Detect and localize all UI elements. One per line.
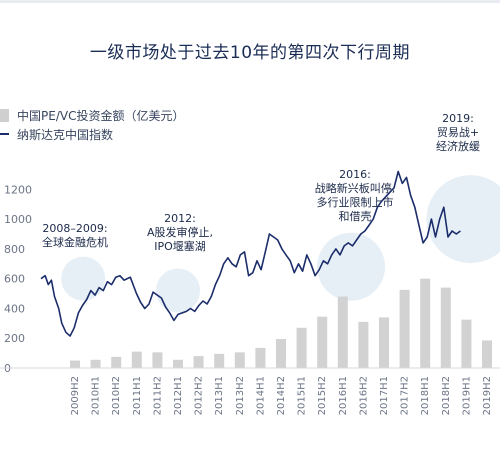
annotations: 2008–2009:全球金融危机 2012: A股发审停止, IPO堰塞湖 2016:战… [42, 112, 480, 253]
index-line [40, 170, 461, 337]
x-tick-label: 2011H1 [132, 376, 143, 415]
annotation-line: 战略新兴板叫停, [315, 181, 396, 195]
x-tick-label: 2013H1 [214, 376, 225, 415]
annotation-line: 2019: [442, 112, 474, 125]
annotation-circle [317, 232, 386, 301]
x-tick-label: 2012H2 [194, 376, 205, 415]
annotation-circle [156, 268, 200, 313]
y-axis-ticks: 020040060080010001200 [4, 183, 32, 375]
annotation-circle [426, 175, 500, 264]
x-tick-label: 2014H1 [255, 376, 266, 415]
annotation-circle [61, 256, 106, 301]
y-tick-label: 200 [4, 332, 25, 345]
bar [255, 347, 266, 368]
annotation-line: 贸易战+ [437, 126, 479, 139]
annotation-line: 和借壳 [339, 209, 372, 223]
legend-line-label: 纳斯达克中国指数 [17, 127, 113, 142]
annotation-line: IPO堰塞湖 [154, 239, 206, 253]
annotation-circles [61, 175, 500, 313]
bar [70, 360, 80, 368]
x-tick-label: 2011H2 [152, 376, 163, 415]
legend-bar-label: 中国PE/VC投资金额（亿美元） [17, 108, 184, 123]
bar [214, 353, 225, 368]
x-tick-label: 2016H2 [358, 376, 369, 415]
bars [70, 278, 492, 368]
x-tick-label: 2019H2 [482, 376, 493, 415]
x-tick-label: 2015H2 [317, 376, 328, 415]
x-tick-label: 2018H2 [441, 376, 452, 415]
x-tick-label: 2017H2 [400, 376, 411, 415]
y-tick-label: 1000 [4, 213, 32, 226]
bar [379, 317, 389, 368]
bar [337, 296, 348, 368]
bar [234, 352, 245, 368]
x-tick-label: 2012H1 [173, 376, 184, 415]
bar [440, 287, 451, 368]
annotation-line: 多行业限制上市 [317, 195, 394, 209]
x-tick-label: 2009H2 [70, 376, 81, 415]
annotation-label: 2008–2009:全球金融危机 [42, 222, 108, 249]
bar [482, 340, 492, 368]
y-tick-label: 800 [4, 243, 25, 256]
annotation-label: 2012: A股发审停止, IPO堰塞湖 [147, 212, 213, 253]
x-tick-label: 2017H1 [379, 376, 390, 415]
annotation-line: 2016: [339, 168, 371, 181]
x-tick-label: 2010H1 [91, 376, 102, 415]
legend-bar-marker [0, 109, 9, 122]
x-tick-label: 2013H2 [235, 376, 246, 415]
annotation-label: 2019:贸易战+经济放缓 [436, 112, 480, 153]
x-tick-label: 2010H2 [111, 376, 122, 415]
bar [399, 289, 410, 368]
annotation-line: A股发审停止, [147, 225, 213, 239]
x-tick-label: 2014H2 [276, 376, 287, 415]
x-axis-ticks: 2009H2 2010H1 2010H2 2011H1 2011H2 2012H1 2012… [70, 376, 493, 415]
annotation-line: 全球金融危机 [42, 235, 108, 249]
annotation-line: 2012: [164, 212, 196, 225]
bar [420, 278, 431, 368]
legend: 中国PE/VC投资金额（亿美元） 纳斯达克中国指数 [0, 108, 184, 142]
bar [193, 356, 204, 368]
bar [461, 319, 472, 368]
bar [90, 359, 101, 368]
bar [173, 359, 183, 368]
bar [131, 351, 142, 368]
chart-title: 一级市场处于过去10年的第四次下行周期 [89, 43, 411, 63]
bar [152, 352, 163, 368]
bar [296, 327, 307, 368]
x-tick-label: 2018H1 [420, 376, 431, 415]
y-tick-label: 600 [4, 273, 25, 286]
y-tick-label: 1200 [4, 183, 32, 196]
annotation-line: 2008–2009: [42, 222, 107, 235]
bar [358, 321, 369, 368]
annotation-line: 经济放缓 [436, 139, 480, 153]
bar [276, 338, 286, 368]
bar [317, 316, 328, 368]
annotation-label: 2016:战略新兴板叫停,多行业限制上市和借壳 [315, 168, 396, 223]
x-tick-label: 2015H1 [297, 376, 308, 415]
bar [111, 356, 122, 368]
top-rule [0, 0, 500, 3]
y-tick-label: 400 [4, 302, 25, 315]
x-tick-label: 2019H1 [461, 376, 472, 415]
x-tick-label: 2016H1 [338, 376, 349, 415]
